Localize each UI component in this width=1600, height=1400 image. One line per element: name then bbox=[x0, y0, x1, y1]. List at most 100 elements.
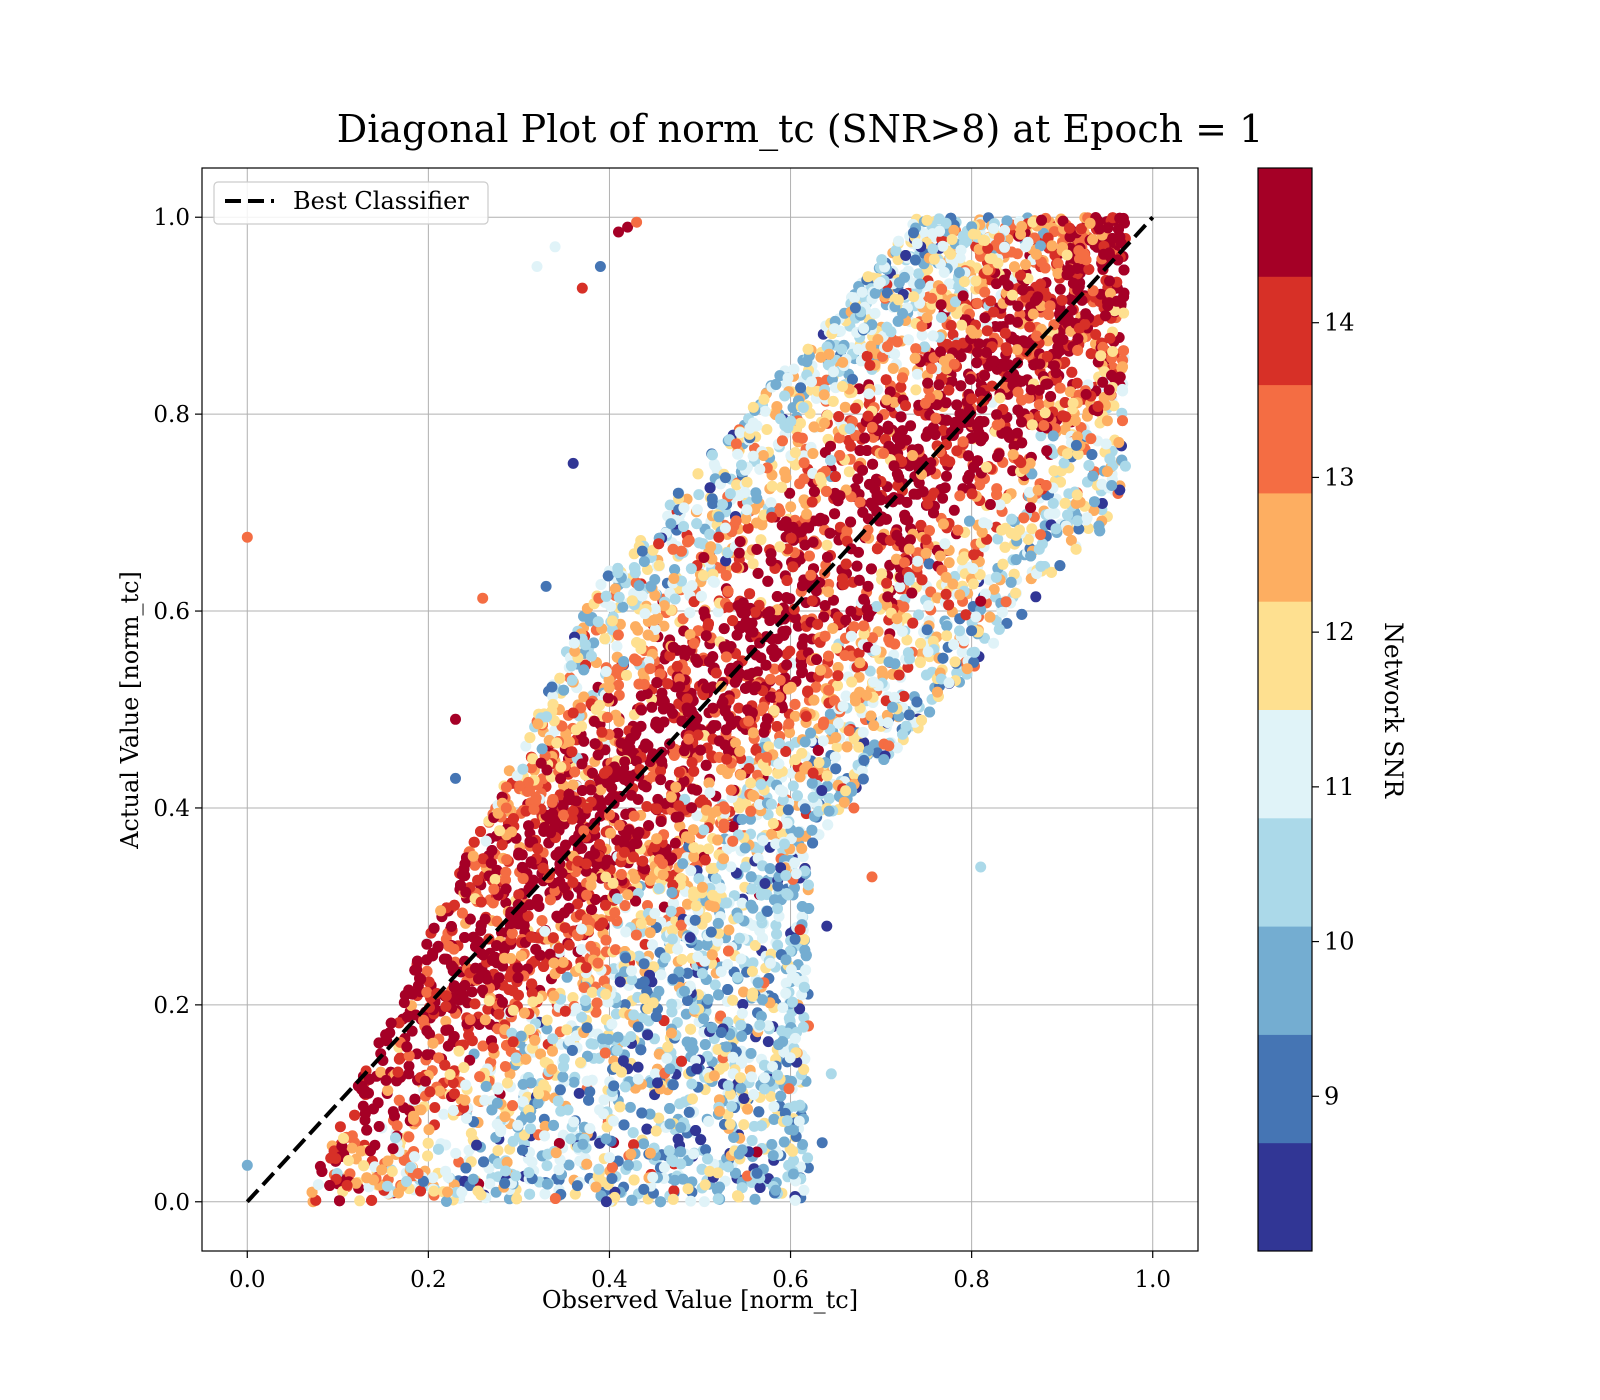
scatter-point bbox=[429, 1102, 441, 1113]
scatter-point bbox=[674, 820, 686, 832]
scatter-point bbox=[440, 1015, 452, 1027]
scatter-point bbox=[590, 1006, 602, 1018]
scatter-point bbox=[956, 646, 968, 658]
scatter-point bbox=[541, 1023, 553, 1035]
scatter-point bbox=[541, 1160, 553, 1172]
scatter-point bbox=[843, 466, 855, 478]
scatter-point bbox=[610, 944, 621, 956]
scatter-point bbox=[595, 784, 607, 796]
scatter-point bbox=[708, 720, 719, 731]
scatter-point bbox=[864, 665, 876, 677]
scatter-point bbox=[789, 710, 801, 722]
scatter-point bbox=[563, 939, 575, 951]
scatter-point bbox=[913, 609, 925, 621]
scatter-point bbox=[712, 606, 724, 618]
scatter-point bbox=[605, 601, 617, 613]
scatter-point bbox=[839, 401, 851, 413]
scatter-point bbox=[828, 594, 839, 606]
scatter-point bbox=[656, 687, 668, 699]
scatter-point bbox=[453, 1156, 465, 1168]
scatter-point bbox=[1042, 335, 1054, 347]
scatter-point bbox=[787, 780, 799, 792]
scatter-point bbox=[668, 1185, 680, 1197]
scatter-point bbox=[1065, 534, 1077, 546]
scatter-point bbox=[619, 999, 631, 1011]
scatter-point bbox=[334, 1121, 346, 1133]
scatter-point bbox=[798, 633, 810, 645]
scatter-point bbox=[785, 501, 797, 513]
scatter-point bbox=[821, 539, 833, 551]
scatter-point bbox=[810, 681, 822, 693]
scatter-point bbox=[1086, 348, 1097, 359]
scatter-point bbox=[1026, 523, 1038, 535]
scatter-point bbox=[939, 482, 951, 494]
scatter-point bbox=[617, 601, 629, 613]
scatter-point bbox=[954, 490, 966, 502]
scatter-point bbox=[1001, 617, 1013, 629]
scatter-point bbox=[749, 1193, 761, 1205]
scatter-point bbox=[941, 470, 952, 482]
scatter-point bbox=[421, 938, 433, 950]
scatter-point bbox=[943, 278, 955, 290]
scatter-point bbox=[831, 741, 843, 753]
scatter-point bbox=[798, 1184, 810, 1196]
scatter-point bbox=[354, 1195, 366, 1207]
scatter-point bbox=[1030, 591, 1042, 603]
scatter-point bbox=[937, 492, 949, 504]
scatter-point bbox=[686, 1078, 698, 1090]
scatter-point bbox=[872, 384, 884, 396]
scatter-point bbox=[693, 489, 705, 501]
scatter-point bbox=[561, 971, 573, 983]
scatter-point bbox=[709, 979, 721, 991]
scatter-point bbox=[943, 557, 955, 569]
scatter-point bbox=[988, 637, 1000, 649]
scatter-point bbox=[573, 1087, 585, 1099]
scatter-point bbox=[403, 1060, 415, 1072]
scatter-point bbox=[996, 524, 1008, 536]
scatter-point bbox=[637, 779, 649, 791]
scatter-point bbox=[450, 1147, 462, 1159]
scatter-point bbox=[1101, 415, 1113, 427]
scatter-point bbox=[559, 922, 571, 934]
scatter-point bbox=[685, 1195, 697, 1207]
scatter-point bbox=[698, 1196, 710, 1208]
scatter-point bbox=[669, 837, 681, 849]
scatter-point bbox=[438, 1108, 450, 1120]
scatter-points bbox=[241, 212, 1131, 1208]
scatter-point bbox=[598, 975, 610, 987]
scatter-point bbox=[708, 458, 720, 470]
scatter-point bbox=[947, 329, 959, 341]
scatter-point bbox=[821, 770, 833, 782]
scatter-point bbox=[1073, 523, 1085, 535]
scatter-point bbox=[802, 1152, 814, 1164]
scatter-point bbox=[1033, 399, 1045, 411]
scatter-point bbox=[1035, 430, 1047, 442]
scatter-point bbox=[749, 940, 761, 951]
scatter-point bbox=[490, 1186, 502, 1198]
scatter-point bbox=[988, 583, 1000, 595]
scatter-point bbox=[910, 384, 922, 396]
scatter-point bbox=[484, 1178, 496, 1190]
scatter-point bbox=[912, 368, 923, 380]
scatter-point bbox=[796, 911, 808, 923]
scatter-point bbox=[568, 1076, 580, 1088]
plot-area bbox=[201, 167, 1199, 1252]
scatter-point bbox=[391, 1120, 403, 1132]
scatter-point bbox=[738, 986, 749, 998]
scatter-point bbox=[948, 504, 960, 516]
scatter-point bbox=[482, 1003, 494, 1015]
scatter-point bbox=[920, 430, 932, 442]
scatter-point bbox=[752, 666, 763, 678]
scatter-point bbox=[588, 637, 600, 649]
scatter-point bbox=[631, 1160, 643, 1172]
scatter-point bbox=[700, 1144, 712, 1156]
scatter-point bbox=[681, 493, 693, 505]
chart-title: Diagonal Plot of norm_tc (SNR>8) at Epoc… bbox=[337, 107, 1264, 152]
scatter-point bbox=[992, 533, 1004, 545]
scatter-point bbox=[421, 965, 433, 977]
scatter-point bbox=[797, 1139, 809, 1150]
scatter-point bbox=[466, 986, 478, 998]
scatter-point bbox=[769, 663, 780, 675]
scatter-point bbox=[1082, 523, 1094, 534]
